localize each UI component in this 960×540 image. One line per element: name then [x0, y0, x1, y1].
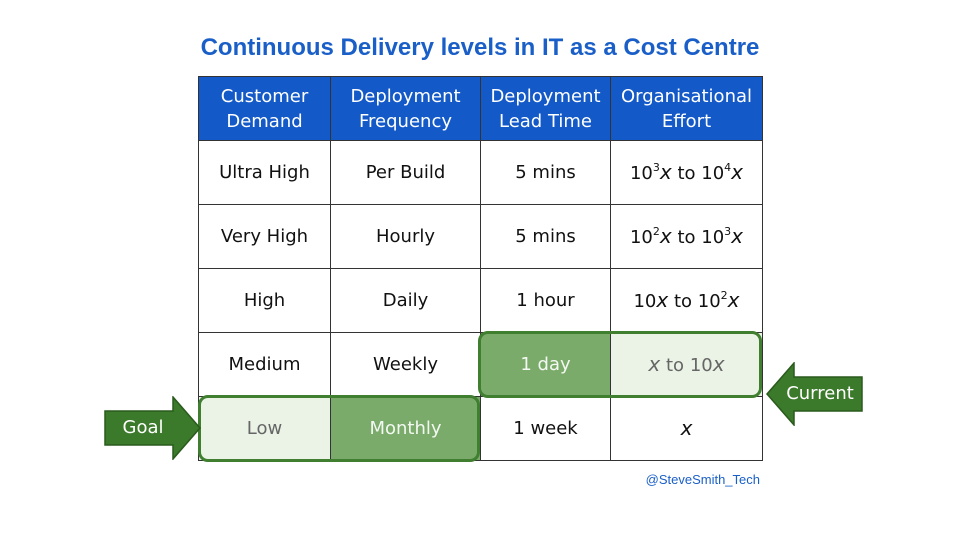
- table-row: High Daily 1 hour 10x to 102x: [198, 268, 763, 333]
- cell-effort: 103x to 104x: [610, 140, 763, 205]
- cell-demand: Very High: [198, 204, 331, 269]
- cell-lead-time-current: 1 day: [480, 332, 611, 397]
- goal-arrow-icon: [104, 396, 201, 460]
- cell-lead-time: 1 week: [480, 396, 611, 461]
- author-credit: @SteveSmith_Tech: [645, 472, 760, 487]
- cell-frequency: Per Build: [330, 140, 481, 205]
- cell-lead-time: 5 mins: [480, 204, 611, 269]
- cell-frequency: Daily: [330, 268, 481, 333]
- goal-label: Goal: [122, 417, 164, 438]
- header-customer-demand: Customer Demand: [198, 76, 331, 141]
- table-row: Ultra High Per Build 5 mins 103x to 104x: [198, 140, 763, 205]
- cell-lead-time: 1 hour: [480, 268, 611, 333]
- cell-frequency: Hourly: [330, 204, 481, 269]
- table-row: Very High Hourly 5 mins 102x to 103x: [198, 204, 763, 269]
- slide-title: Continuous Delivery levels in IT as a Co…: [200, 34, 760, 61]
- cell-frequency-goal: Monthly: [330, 396, 481, 461]
- cell-frequency: Weekly: [330, 332, 481, 397]
- cell-effort-current: x to 10x: [610, 332, 763, 397]
- current-label: Current: [786, 383, 854, 404]
- header-deployment-lead-time: Deployment Lead Time: [480, 76, 611, 141]
- cell-demand: Ultra High: [198, 140, 331, 205]
- cell-effort: 102x to 103x: [610, 204, 763, 269]
- cell-demand: High: [198, 268, 331, 333]
- current-arrow-icon: [766, 362, 863, 426]
- cell-effort: 10x to 102x: [610, 268, 763, 333]
- table-row: Low Monthly 1 week x: [198, 396, 763, 461]
- cell-lead-time: 5 mins: [480, 140, 611, 205]
- cell-demand-goal: Low: [198, 396, 331, 461]
- cell-demand: Medium: [198, 332, 331, 397]
- header-organisational-effort: Organisational Effort: [610, 76, 763, 141]
- header-row: Customer Demand Deployment Frequency Deplo…: [198, 76, 763, 141]
- table-row: Medium Weekly 1 day x to 10x: [198, 332, 763, 397]
- cd-levels-table: Customer Demand Deployment Frequency Deplo…: [198, 76, 763, 461]
- header-deployment-frequency: Deployment Frequency: [330, 76, 481, 141]
- cell-effort: x: [610, 396, 763, 461]
